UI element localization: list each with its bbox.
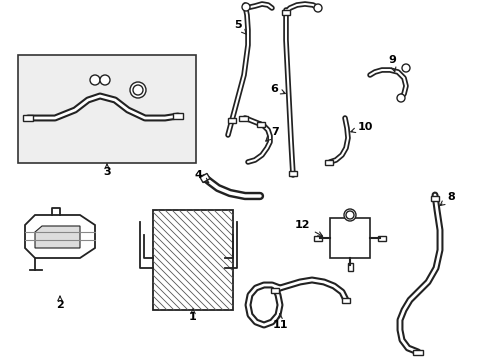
Polygon shape xyxy=(35,226,80,248)
Circle shape xyxy=(133,85,142,95)
Text: 5: 5 xyxy=(234,20,246,35)
Circle shape xyxy=(346,211,353,219)
Bar xyxy=(412,350,422,355)
Bar xyxy=(325,159,332,165)
Bar xyxy=(227,117,236,122)
Polygon shape xyxy=(25,215,95,258)
Text: 6: 6 xyxy=(269,84,285,94)
Text: 3: 3 xyxy=(103,164,111,177)
Bar xyxy=(153,210,232,310)
Text: 8: 8 xyxy=(439,192,454,206)
Circle shape xyxy=(401,64,409,72)
Bar xyxy=(257,122,264,126)
Circle shape xyxy=(396,94,404,102)
Text: 2: 2 xyxy=(56,296,64,310)
Circle shape xyxy=(343,209,355,221)
Circle shape xyxy=(242,3,249,11)
Bar xyxy=(238,116,247,121)
Circle shape xyxy=(313,4,321,12)
Text: 7: 7 xyxy=(265,127,278,141)
Bar xyxy=(173,113,183,119)
Bar xyxy=(329,218,369,258)
Bar xyxy=(347,263,352,271)
Bar xyxy=(341,297,349,302)
Text: 11: 11 xyxy=(272,314,287,330)
Bar xyxy=(23,115,33,121)
Text: 10: 10 xyxy=(350,122,373,132)
Circle shape xyxy=(90,75,100,85)
Bar xyxy=(270,288,279,292)
Text: 12: 12 xyxy=(294,220,322,236)
Bar xyxy=(200,174,209,183)
Bar xyxy=(18,55,196,163)
Circle shape xyxy=(100,75,110,85)
Text: 1: 1 xyxy=(189,309,197,322)
Bar xyxy=(288,171,296,176)
Bar xyxy=(430,195,438,201)
Bar xyxy=(282,9,289,14)
Bar xyxy=(377,235,385,240)
Circle shape xyxy=(130,82,146,98)
Text: 4: 4 xyxy=(194,170,208,183)
Bar xyxy=(313,235,321,240)
Text: 9: 9 xyxy=(387,55,395,72)
